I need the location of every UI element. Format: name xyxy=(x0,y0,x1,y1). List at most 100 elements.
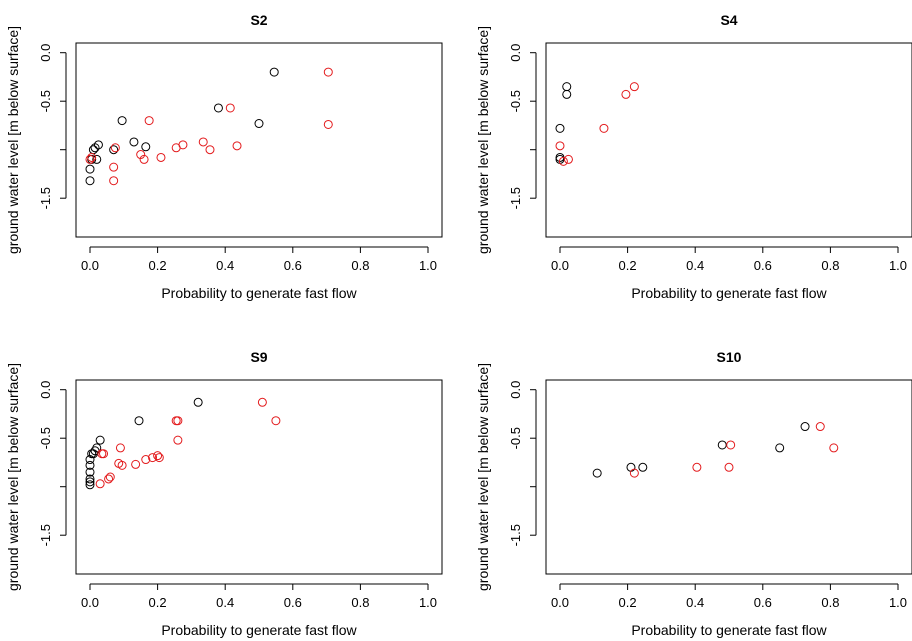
y-tick-label: -0.5 xyxy=(38,90,53,112)
y-tick-label: -1.5 xyxy=(38,187,53,209)
red-data-point xyxy=(117,460,127,470)
black-data-point xyxy=(85,164,95,174)
x-axis-label: Probability to generate fast flow xyxy=(631,285,827,301)
x-tick-label: 0.0 xyxy=(81,258,99,273)
red-data-point xyxy=(205,145,215,155)
red-data-point xyxy=(109,176,119,186)
black-data-point xyxy=(109,145,119,155)
red-data-point xyxy=(144,116,154,126)
black-data-point xyxy=(88,145,98,155)
plot-frame xyxy=(545,42,912,238)
panel-s10: S10 0.0 0.2 0.4 0.6 0.8 1.0 Probability to gene… xyxy=(475,349,912,638)
y-axis-label: ground water level [m below surface] xyxy=(475,26,491,254)
red-data-point xyxy=(153,451,163,461)
red-data-point xyxy=(257,397,267,407)
black-data-point xyxy=(717,440,727,450)
black-data-point xyxy=(85,474,95,484)
x-tick-label: 0.2 xyxy=(619,258,637,273)
red-data-point xyxy=(629,468,639,478)
red-data-point xyxy=(323,67,333,77)
red-data-point xyxy=(323,119,333,129)
x-axis-label: Probability to generate fast flow xyxy=(631,622,827,638)
red-data-point xyxy=(629,82,639,92)
y-axis-label: ground water level [m below surface] xyxy=(5,26,21,254)
red-data-point xyxy=(104,474,114,484)
black-data-point xyxy=(85,467,95,477)
black-data-point xyxy=(213,103,223,113)
x-tick-label: 0.8 xyxy=(821,258,839,273)
red-data-point xyxy=(148,453,158,463)
red-data-point xyxy=(87,152,97,162)
red-data-point xyxy=(599,123,609,133)
x-axis-label: Probability to generate fast flow xyxy=(161,622,357,638)
black-data-point xyxy=(269,67,279,77)
x-tick-label: 0.6 xyxy=(284,258,302,273)
x-tick-label: 0.2 xyxy=(149,595,167,610)
black-data-point xyxy=(626,462,636,472)
red-data-point xyxy=(131,459,141,469)
red-data-point xyxy=(85,154,95,164)
x-tick-label: 1.0 xyxy=(419,595,437,610)
plot-frame xyxy=(75,379,443,575)
black-data-point xyxy=(85,477,95,487)
x-tick-label: 0.2 xyxy=(619,595,637,610)
red-data-point xyxy=(563,154,573,164)
black-data-point xyxy=(254,119,264,129)
y-tick-label: 0.0 xyxy=(508,381,523,399)
red-data-point xyxy=(139,154,149,164)
red-data-point xyxy=(115,443,125,453)
red-data-point xyxy=(271,416,281,426)
red-data-point xyxy=(95,479,105,489)
red-data-point xyxy=(621,89,631,99)
black-data-point xyxy=(85,176,95,186)
red-data-point xyxy=(141,455,151,465)
panel-s2: S2 0.0 0.2 0.4 0.6 0.8 1.0 Probability to gener… xyxy=(5,12,443,301)
x-tick-label: 0.0 xyxy=(551,258,569,273)
x-tick-label: 0.2 xyxy=(149,258,167,273)
x-tick-label: 0.0 xyxy=(81,595,99,610)
black-data-point xyxy=(775,443,785,453)
plot-frame xyxy=(545,379,912,575)
x-tick-label: 0.4 xyxy=(216,595,234,610)
red-data-point xyxy=(225,103,235,113)
black-data-point xyxy=(95,435,105,445)
red-data-point xyxy=(99,449,109,459)
red-data-point xyxy=(178,140,188,150)
red-data-point xyxy=(156,152,166,162)
y-tick-label: -0.5 xyxy=(508,427,523,449)
chart-title: S4 xyxy=(720,12,737,28)
red-data-point xyxy=(692,462,702,472)
black-data-point xyxy=(117,116,127,126)
x-tick-label: 0.4 xyxy=(216,258,234,273)
black-data-point xyxy=(638,462,648,472)
panel-s4: S4 0.0 0.2 0.4 0.6 0.8 1.0 Probability to gener… xyxy=(475,12,912,301)
red-data-point xyxy=(173,435,183,445)
black-data-point xyxy=(134,416,144,426)
red-data-point xyxy=(154,453,164,463)
y-tick-label: 0.0 xyxy=(508,44,523,62)
red-data-point xyxy=(829,443,839,453)
black-data-point xyxy=(85,480,95,490)
black-data-point xyxy=(92,154,102,164)
red-data-point xyxy=(724,462,734,472)
black-data-point xyxy=(90,143,100,153)
red-data-point xyxy=(136,150,146,160)
red-data-point xyxy=(173,416,183,426)
red-data-point xyxy=(110,143,120,153)
black-data-point xyxy=(592,468,602,478)
x-tick-label: 0.8 xyxy=(351,258,369,273)
black-data-point xyxy=(129,137,139,147)
x-tick-label: 0.4 xyxy=(686,258,704,273)
black-data-point xyxy=(555,123,565,133)
x-tick-label: 0.8 xyxy=(351,595,369,610)
chart-title: S9 xyxy=(250,349,267,365)
plot-frame xyxy=(75,42,443,238)
panel-s9: S9 0.0 0.2 0.4 0.6 0.8 1.0 Probability to gener… xyxy=(5,349,443,638)
black-data-point xyxy=(92,443,102,453)
red-data-point xyxy=(726,440,736,450)
y-tick-label: -0.5 xyxy=(38,427,53,449)
black-data-point xyxy=(141,142,151,152)
y-tick-label: -1.5 xyxy=(508,524,523,546)
red-data-point xyxy=(815,422,825,432)
